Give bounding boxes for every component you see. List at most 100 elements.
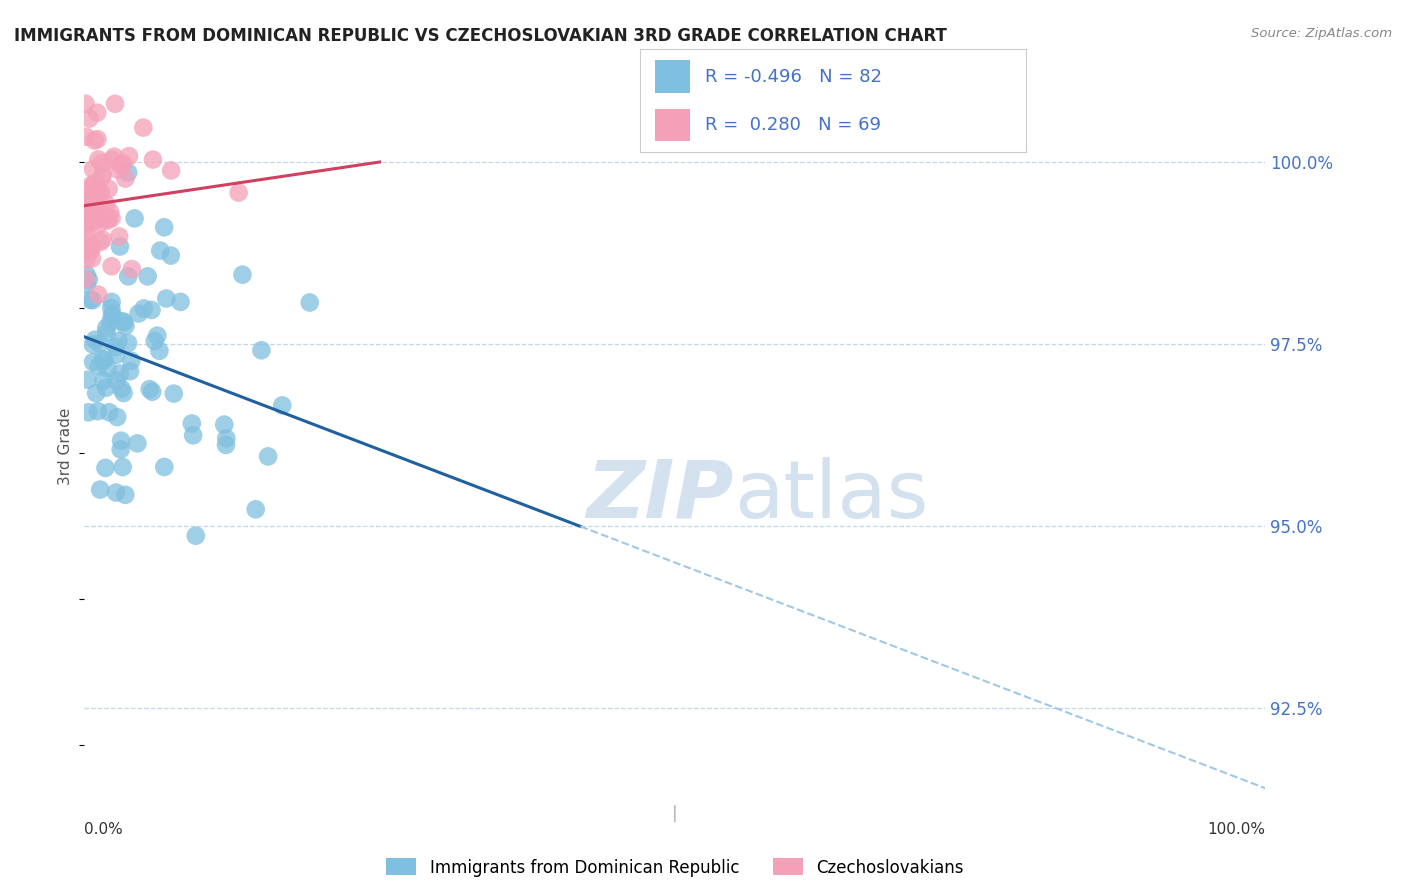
Point [228, 186, 250, 200]
Point [76, 268, 98, 282]
Point [120, 353, 142, 368]
Point [76, 194, 98, 209]
Point [84, 176, 107, 190]
Point [90, 156, 112, 170]
Point [76, 245, 98, 260]
Point [86, 132, 108, 146]
Point [93, 353, 115, 368]
Point [105, 348, 128, 362]
Point [215, 438, 238, 452]
Point [110, 434, 132, 448]
Point [250, 343, 273, 358]
Point [112, 386, 135, 401]
Point [153, 220, 176, 235]
Point [86, 105, 108, 120]
Point [105, 485, 128, 500]
Point [90, 235, 112, 249]
Point [77, 272, 100, 286]
Point [124, 211, 146, 226]
Point [114, 318, 136, 333]
Y-axis label: 3rd Grade: 3rd Grade [58, 408, 73, 484]
Point [104, 96, 127, 111]
Point [82, 179, 104, 194]
Point [79, 293, 101, 307]
Point [153, 459, 176, 474]
Legend: Immigrants from Dominican Republic, Czechoslovakians: Immigrants from Dominican Republic, Czec… [387, 858, 963, 877]
Point [105, 373, 128, 387]
Point [80, 239, 103, 253]
Point [163, 386, 186, 401]
Point [84, 209, 107, 223]
Point [121, 262, 143, 277]
Point [101, 153, 124, 167]
Point [91, 352, 114, 367]
Point [80, 178, 103, 192]
Point [212, 417, 235, 432]
Point [77, 203, 100, 218]
Point [75, 204, 97, 219]
Point [146, 328, 169, 343]
Point [76, 373, 98, 387]
Point [97, 211, 120, 226]
Text: IMMIGRANTS FROM DOMINICAN REPUBLIC VS CZECHOSLOVAKIAN 3RD GRADE CORRELATION CHAR: IMMIGRANTS FROM DOMINICAN REPUBLIC VS CZ… [14, 27, 946, 45]
Point [180, 417, 202, 431]
Point [111, 314, 134, 328]
Point [96, 326, 118, 340]
Point [112, 156, 135, 170]
Point [98, 205, 121, 219]
Point [87, 218, 110, 232]
Point [82, 162, 104, 177]
Point [96, 197, 118, 211]
Point [110, 382, 132, 396]
Point [118, 149, 141, 163]
Point [114, 488, 136, 502]
Point [105, 410, 128, 425]
Point [91, 233, 114, 247]
Point [114, 171, 136, 186]
Point [215, 431, 238, 445]
Point [112, 315, 135, 329]
Point [141, 303, 163, 318]
Point [93, 374, 115, 388]
Point [86, 187, 108, 202]
Point [148, 343, 170, 358]
Point [136, 269, 159, 284]
Point [100, 259, 122, 273]
Point [75, 96, 97, 111]
Point [84, 185, 107, 199]
Point [76, 212, 98, 227]
Point [143, 334, 166, 348]
Point [184, 529, 207, 543]
Point [82, 337, 104, 351]
Point [77, 204, 100, 219]
Point [89, 483, 111, 497]
Point [80, 244, 103, 258]
Text: 0.0%: 0.0% [84, 822, 124, 837]
Point [75, 230, 97, 244]
Point [271, 398, 294, 412]
Text: 100.0%: 100.0% [1208, 822, 1265, 837]
Point [77, 211, 100, 226]
Point [155, 292, 177, 306]
Point [108, 239, 131, 253]
Point [138, 382, 160, 396]
Text: Source: ZipAtlas.com: Source: ZipAtlas.com [1251, 27, 1392, 40]
Point [82, 293, 104, 308]
Point [169, 294, 191, 309]
Point [90, 186, 112, 200]
Point [100, 294, 122, 309]
Point [84, 196, 107, 211]
Point [127, 436, 149, 450]
Point [98, 316, 121, 330]
Point [100, 301, 122, 315]
Point [82, 194, 104, 208]
Point [298, 295, 321, 310]
Point [231, 268, 253, 282]
Point [84, 386, 107, 401]
Point [96, 321, 118, 335]
Point [87, 404, 110, 418]
Point [89, 182, 111, 196]
Point [132, 120, 155, 135]
Point [110, 442, 132, 457]
Point [142, 153, 165, 167]
